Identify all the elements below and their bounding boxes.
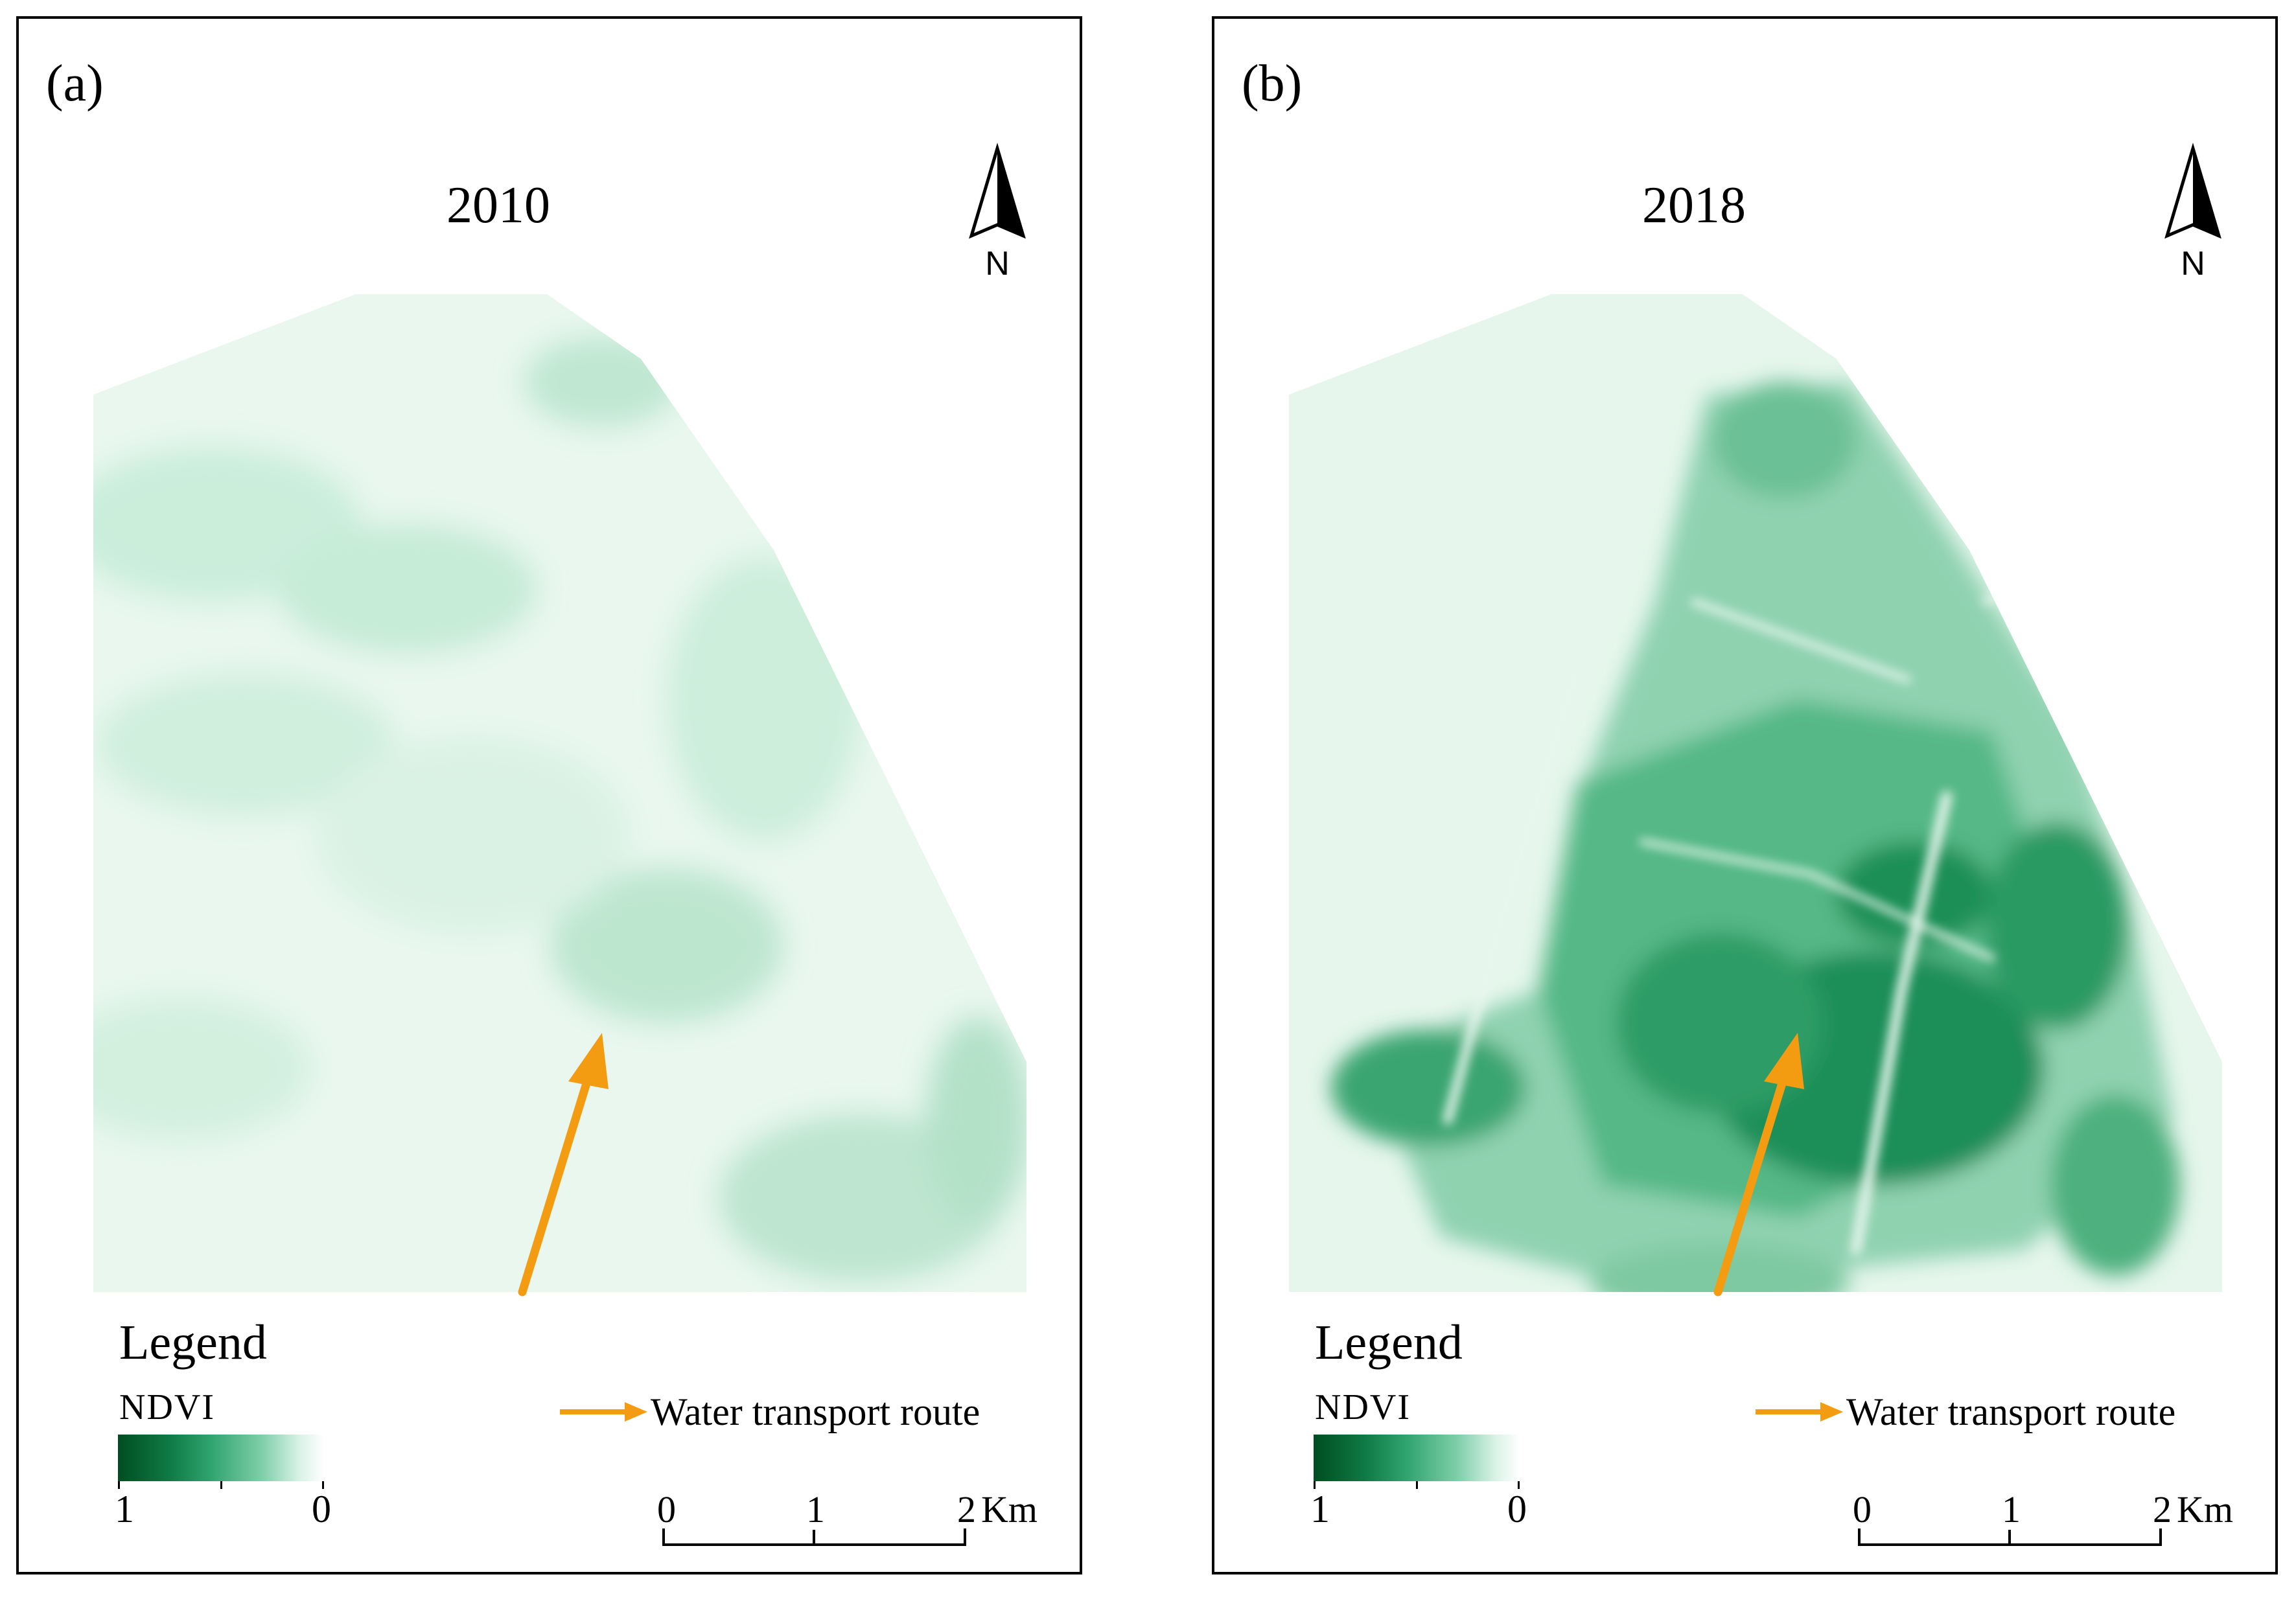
map-panel-2018: (b) 2018 N Legend NDVI 1 0 Water transpo…	[1212, 16, 2278, 1574]
ndvi-texture-2018	[1331, 382, 2180, 1292]
route-legend-label: Water transport route	[651, 1390, 980, 1433]
ramp-high-value: 1	[115, 1488, 134, 1530]
scale-label-2: 2	[957, 1488, 976, 1530]
ramp-tick	[118, 1481, 120, 1489]
route-legend-arrow-icon	[1756, 1402, 1843, 1422]
scale-label-2: 2	[2153, 1488, 2172, 1530]
scale-label-0: 0	[657, 1488, 676, 1530]
panel-label: (b)	[1242, 55, 1303, 112]
ramp-low-value: 0	[1507, 1488, 1527, 1530]
map-year-title: 2018	[1642, 177, 1746, 234]
scale-label-1: 1	[2002, 1488, 2021, 1530]
ramp-high-value: 1	[1310, 1488, 1330, 1530]
legend-title: Legend	[119, 1315, 267, 1370]
route-legend-arrow-icon	[560, 1402, 647, 1422]
scale-bar-icon	[1858, 1528, 2162, 1546]
ramp-tick	[1518, 1481, 1520, 1489]
scale-label-1: 1	[806, 1488, 825, 1530]
ndvi-label: NDVI	[1315, 1387, 1411, 1427]
scale-unit: Km	[981, 1488, 1038, 1530]
ramp-tick	[322, 1481, 324, 1489]
ndvi-map-2010	[93, 294, 1026, 1292]
north-label: N	[2181, 245, 2205, 283]
ndvi-texture-2010	[93, 336, 1026, 1282]
legend-title: Legend	[1315, 1315, 1463, 1370]
north-arrow-icon: N	[2164, 143, 2221, 283]
scale-bar-icon	[662, 1528, 966, 1546]
panel-label: (a)	[46, 55, 104, 112]
map-panel-2010: (a) 2010 N Legend NDVI 1 0 Water transpo…	[16, 16, 1082, 1574]
ndvi-label: NDVI	[119, 1387, 215, 1427]
ramp-tick	[1416, 1481, 1418, 1489]
ndvi-color-ramp	[1314, 1435, 1520, 1481]
route-legend-label: Water transport route	[1846, 1390, 2176, 1433]
north-arrow-icon: N	[969, 143, 1026, 283]
ramp-tick	[1314, 1481, 1316, 1489]
ramp-low-value: 0	[312, 1488, 331, 1530]
ndvi-map-2018	[1289, 294, 2222, 1292]
map-year-title: 2010	[446, 177, 550, 234]
scale-label-0: 0	[1853, 1488, 1872, 1530]
north-label: N	[985, 245, 1010, 283]
ndvi-color-ramp	[118, 1435, 324, 1481]
scale-unit: Km	[2177, 1488, 2233, 1530]
ramp-tick	[220, 1481, 222, 1489]
